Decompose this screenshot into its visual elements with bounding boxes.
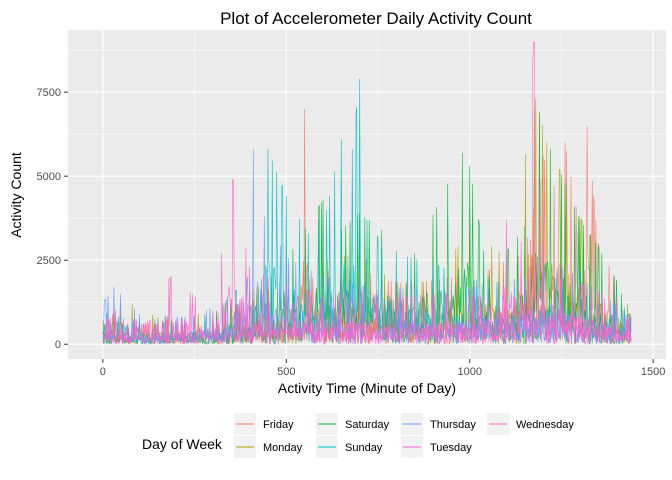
- legend-label-tuesday: Tuesday: [430, 442, 472, 454]
- legend-label-saturday: Saturday: [345, 419, 390, 431]
- x-axis: 0 500 1000 1500: [100, 359, 665, 378]
- x-axis-label: Activity Time (Minute of Day): [278, 380, 456, 396]
- y-tick-label: 7500: [37, 87, 61, 99]
- y-axis-label: Activity Count: [8, 152, 24, 238]
- legend-label-sunday: Sunday: [345, 442, 383, 454]
- x-tick-label: 1000: [457, 366, 481, 378]
- legend-label-thursday: Thursday: [430, 419, 476, 431]
- y-tick-label: 0: [55, 339, 61, 351]
- legend-label-wednesday: Wednesday: [516, 419, 574, 431]
- legend-label-friday: Friday: [263, 419, 294, 431]
- x-tick-label: 1500: [641, 366, 665, 378]
- legend-label-monday: Monday: [263, 442, 303, 454]
- y-tick-label: 5000: [37, 171, 61, 183]
- series-layer: [102, 41, 632, 346]
- legend-title: Day of Week: [142, 436, 223, 452]
- x-tick-label: 500: [277, 366, 295, 378]
- y-tick-label: 2500: [37, 255, 61, 267]
- chart-title: Plot of Accelerometer Daily Activity Cou…: [220, 9, 532, 28]
- legend: Day of Week Friday Monday Saturday Sunday Th…: [142, 413, 574, 458]
- series-line-wednesday: [102, 41, 632, 345]
- x-tick-label: 0: [100, 366, 106, 378]
- y-axis: 0 2500 5000 7500: [37, 87, 68, 351]
